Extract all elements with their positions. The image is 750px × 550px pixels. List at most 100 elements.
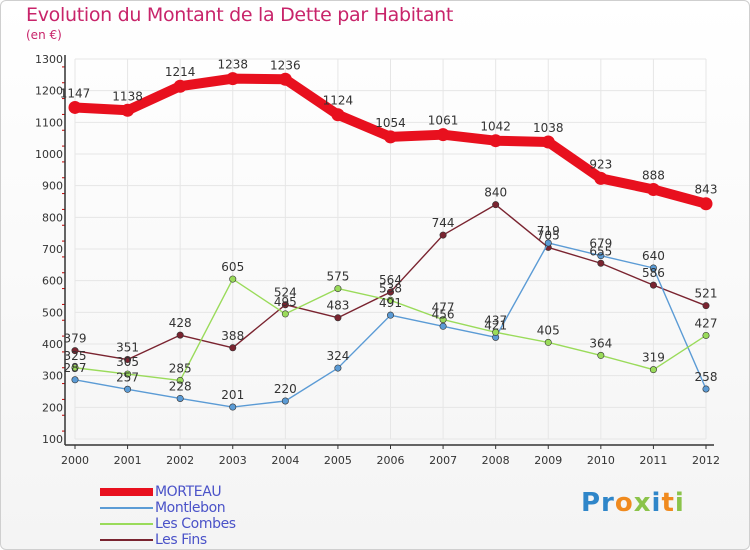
data-label: 388 xyxy=(221,329,244,343)
data-point-morteau xyxy=(173,79,187,93)
y-tick-label: 1000 xyxy=(35,148,63,161)
data-point-montlebon xyxy=(702,385,710,393)
x-tick-label: 2005 xyxy=(324,454,352,467)
data-label: 220 xyxy=(274,382,297,396)
x-tick-label: 2012 xyxy=(692,454,720,467)
data-label: 456 xyxy=(432,307,455,321)
x-tick-label: 2004 xyxy=(271,454,299,467)
x-tick-label: 2001 xyxy=(114,454,142,467)
data-label: 705 xyxy=(537,228,560,242)
legend-label-morteau: MORTEAU xyxy=(155,484,222,500)
data-point-montlebon xyxy=(597,252,605,260)
y-tick-label: 200 xyxy=(42,401,63,414)
data-point-morteau xyxy=(384,130,397,144)
data-point-les-fins xyxy=(334,314,342,322)
data-label: 324 xyxy=(326,349,349,363)
data-point-les-combes xyxy=(702,331,710,339)
chart-title: Evolution du Montant de la Dette par Hab… xyxy=(26,4,454,26)
data-label: 428 xyxy=(169,316,192,330)
data-point-les-fins xyxy=(439,231,447,239)
data-point-morteau xyxy=(278,72,292,86)
data-point-les-combes xyxy=(71,364,79,372)
chart-subtitle: (en €) xyxy=(26,28,62,42)
data-point-les-combes xyxy=(229,275,237,283)
data-point-les-combes xyxy=(544,338,552,346)
data-point-les-fins xyxy=(176,331,184,339)
data-label: 1147 xyxy=(60,86,91,100)
legend-swatch-morteau xyxy=(100,488,153,496)
data-point-morteau xyxy=(541,135,555,149)
data-point-les-fins xyxy=(649,281,657,289)
x-tick-label: 2007 xyxy=(429,454,457,467)
data-point-les-combes xyxy=(124,370,132,378)
y-tick-label: 100 xyxy=(42,433,63,446)
data-point-les-combes xyxy=(281,310,289,318)
data-label: 524 xyxy=(274,286,297,300)
legend-swatch-les-combes xyxy=(100,523,153,525)
data-label: 564 xyxy=(379,273,402,287)
data-label: 319 xyxy=(642,351,665,365)
data-label: 655 xyxy=(589,244,612,258)
data-label: 888 xyxy=(642,168,665,182)
x-tick-label: 2003 xyxy=(219,454,247,467)
data-point-morteau xyxy=(489,134,503,148)
data-label: 1214 xyxy=(165,65,196,79)
x-tick-label: 2010 xyxy=(587,454,615,467)
data-point-montlebon xyxy=(176,394,184,402)
data-point-montlebon xyxy=(439,322,447,330)
data-label: 305 xyxy=(116,355,139,369)
data-point-montlebon xyxy=(386,311,394,319)
data-point-morteau xyxy=(646,182,660,196)
data-point-morteau xyxy=(699,197,713,211)
y-tick-label: 300 xyxy=(42,370,63,383)
y-tick-label: 600 xyxy=(42,275,63,288)
data-label: 640 xyxy=(642,249,665,263)
data-label: 495 xyxy=(274,295,297,309)
data-label: 843 xyxy=(695,183,718,197)
data-label: 1236 xyxy=(270,58,301,72)
data-label: 1138 xyxy=(112,89,143,103)
x-tick-label: 2011 xyxy=(639,454,667,467)
data-label: 257 xyxy=(116,370,139,384)
data-point-morteau xyxy=(68,100,82,114)
x-tick-label: 2002 xyxy=(166,454,194,467)
data-point-montlebon xyxy=(334,364,342,372)
y-tick-label: 1300 xyxy=(35,53,63,66)
data-point-les-combes xyxy=(334,285,342,293)
data-point-les-combes xyxy=(386,296,394,304)
y-tick-label: 800 xyxy=(42,211,63,224)
data-label: 605 xyxy=(221,260,244,274)
data-label: 1124 xyxy=(323,94,354,108)
data-point-les-fins xyxy=(281,301,289,309)
data-point-les-combes xyxy=(439,316,447,324)
x-tick-label: 2000 xyxy=(61,454,89,467)
data-label: 285 xyxy=(169,361,192,375)
data-label: 575 xyxy=(326,270,349,284)
data-point-les-fins xyxy=(597,259,605,267)
y-tick-label: 1100 xyxy=(35,116,63,129)
data-label: 405 xyxy=(537,323,560,337)
legend-label-les-fins: Les Fins xyxy=(155,532,207,548)
x-tick-label: 2006 xyxy=(377,454,405,467)
data-point-les-combes xyxy=(597,351,605,359)
data-point-les-fins xyxy=(124,356,132,364)
legend-swatch-les-fins xyxy=(100,539,153,541)
data-point-morteau xyxy=(226,72,240,86)
y-tick-label: 500 xyxy=(42,306,63,319)
data-label: 679 xyxy=(589,237,612,251)
legend-swatch-montlebon xyxy=(100,507,153,509)
data-point-montlebon xyxy=(124,385,132,393)
data-label: 1054 xyxy=(375,116,406,130)
data-point-morteau xyxy=(331,108,345,122)
data-label: 287 xyxy=(64,361,87,375)
data-label: 258 xyxy=(695,370,718,384)
data-label: 744 xyxy=(432,216,455,230)
x-tick-label: 2008 xyxy=(482,454,510,467)
data-point-morteau xyxy=(121,103,135,117)
data-label: 437 xyxy=(484,313,507,327)
data-label: 364 xyxy=(589,336,612,350)
data-point-les-fins xyxy=(229,344,237,352)
data-label: 477 xyxy=(432,301,455,315)
